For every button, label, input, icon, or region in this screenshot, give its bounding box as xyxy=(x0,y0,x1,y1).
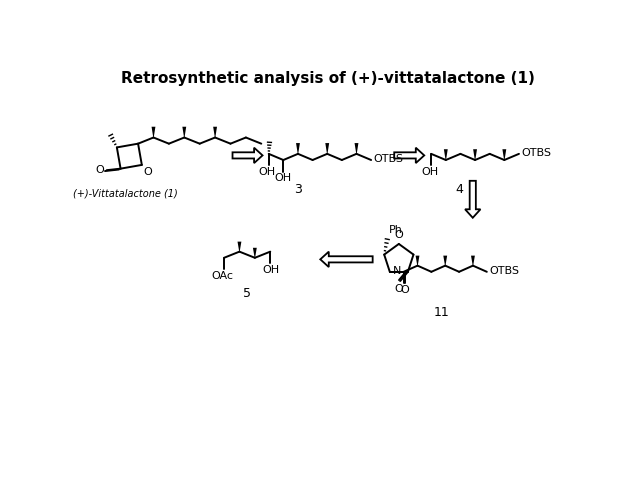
Text: 5: 5 xyxy=(243,287,251,300)
Polygon shape xyxy=(296,143,300,154)
Text: (+)-Vittatalactone (1): (+)-Vittatalactone (1) xyxy=(73,189,178,199)
Polygon shape xyxy=(355,143,358,154)
Text: OTBS: OTBS xyxy=(521,148,551,158)
Polygon shape xyxy=(394,148,424,163)
Text: O: O xyxy=(143,167,152,177)
Text: O: O xyxy=(394,230,403,240)
Text: OAc: OAc xyxy=(211,271,234,281)
Text: OH: OH xyxy=(421,167,438,177)
Polygon shape xyxy=(237,241,241,252)
Polygon shape xyxy=(465,181,481,218)
Polygon shape xyxy=(473,149,477,160)
Text: 11: 11 xyxy=(433,306,449,319)
Text: 4: 4 xyxy=(455,183,463,196)
Text: N: N xyxy=(393,266,401,276)
Text: OH: OH xyxy=(275,173,292,183)
Polygon shape xyxy=(320,252,372,267)
Polygon shape xyxy=(182,127,186,137)
Text: 3: 3 xyxy=(294,183,302,196)
Text: OH: OH xyxy=(262,265,280,275)
Polygon shape xyxy=(232,148,262,163)
Polygon shape xyxy=(415,256,419,265)
Text: O: O xyxy=(394,284,403,294)
Text: OH: OH xyxy=(259,167,276,177)
Text: Retrosynthetic analysis of (+)-vittatalactone (1): Retrosynthetic analysis of (+)-vittatala… xyxy=(121,72,535,86)
Polygon shape xyxy=(444,149,448,160)
Text: OTBS: OTBS xyxy=(373,154,403,164)
Text: Ph: Ph xyxy=(389,225,403,235)
Polygon shape xyxy=(444,256,447,265)
Polygon shape xyxy=(502,149,506,160)
Text: O: O xyxy=(95,165,104,175)
Polygon shape xyxy=(152,127,156,137)
Text: O: O xyxy=(400,285,409,295)
Text: OTBS: OTBS xyxy=(489,266,519,276)
Polygon shape xyxy=(471,256,475,265)
Polygon shape xyxy=(213,127,217,137)
Polygon shape xyxy=(325,143,329,154)
Polygon shape xyxy=(253,248,257,258)
